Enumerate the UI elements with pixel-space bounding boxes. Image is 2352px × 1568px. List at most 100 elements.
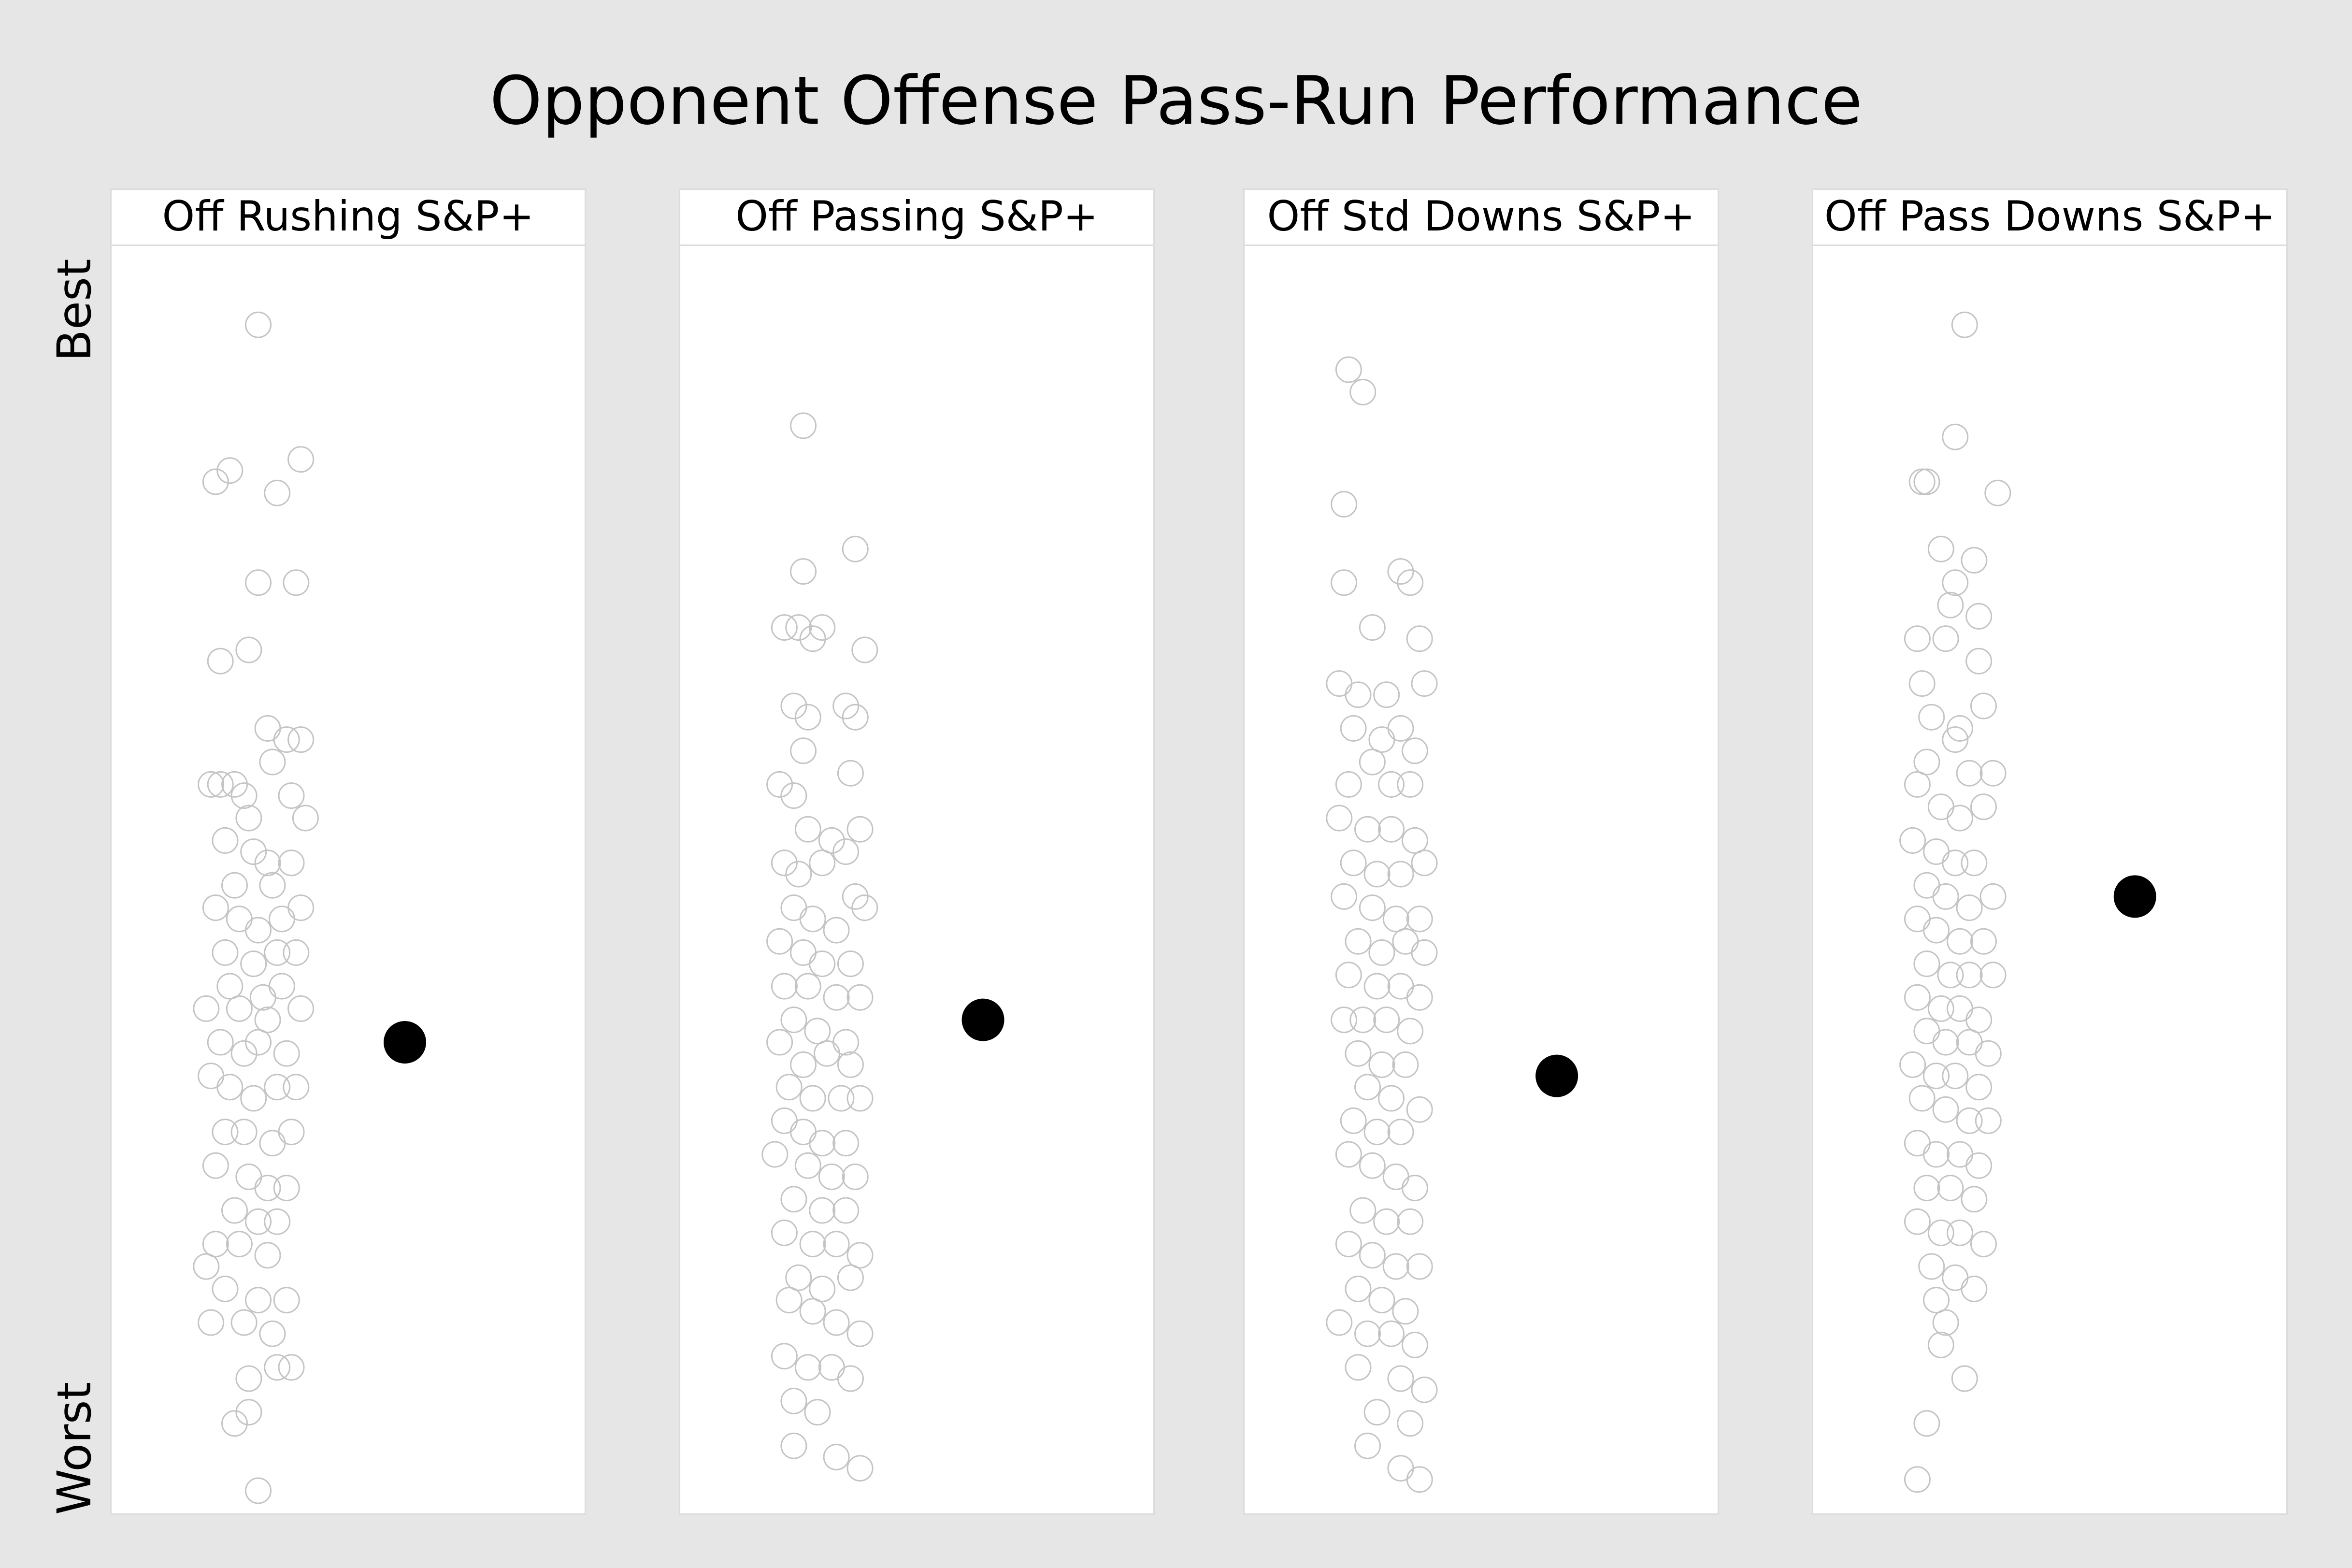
data-point (1970, 692, 1997, 719)
data-point (1401, 737, 1428, 764)
data-point (244, 569, 272, 596)
data-point (1335, 1231, 1362, 1258)
data-point (771, 973, 798, 1000)
data-point (221, 771, 248, 798)
data-point (846, 1242, 874, 1269)
data-point (1946, 1141, 1973, 1168)
data-point (1918, 704, 1945, 731)
data-point (1331, 490, 1358, 518)
y-axis-label-best: Best (47, 259, 101, 361)
data-point (235, 805, 262, 832)
data-point (804, 1399, 831, 1426)
data-point (785, 1264, 812, 1291)
data-point (1345, 1354, 1372, 1381)
data-point (254, 1242, 281, 1269)
data-point (259, 1320, 286, 1347)
data-point (1345, 928, 1372, 955)
data-point (780, 692, 807, 719)
data-point (1326, 805, 1353, 832)
data-point (1392, 1298, 1419, 1325)
data-point (1908, 1085, 1936, 1112)
data-point (1406, 906, 1433, 933)
data-point (216, 1074, 244, 1101)
data-point (799, 1085, 826, 1112)
data-point (1970, 1231, 1997, 1258)
data-point (1932, 625, 1959, 652)
data-point (1382, 906, 1409, 933)
data-point (766, 771, 793, 798)
data-point (1411, 1376, 1438, 1403)
data-point (1904, 625, 1931, 652)
data-point (1406, 1096, 1433, 1123)
data-point (1913, 748, 1940, 776)
data-point (818, 1354, 845, 1381)
data-point (1387, 1365, 1414, 1392)
data-point (240, 838, 267, 865)
data-point (193, 1253, 220, 1280)
data-point (1397, 569, 1424, 596)
data-point (1956, 760, 1983, 787)
data-point (823, 1443, 850, 1470)
data-point (766, 1029, 793, 1056)
data-point (259, 1130, 286, 1157)
panel-title: Off Std Downs S&P+ (1267, 192, 1695, 241)
data-point (1965, 1152, 1993, 1179)
data-point (1923, 917, 1950, 944)
highlight-point (1535, 1054, 1578, 1097)
data-point (1359, 894, 1386, 921)
data-point (226, 995, 253, 1022)
data-point (780, 782, 807, 809)
data-point (771, 614, 798, 641)
data-point (259, 872, 286, 899)
data-point (1387, 558, 1414, 585)
data-point (1359, 1152, 1386, 1179)
data-point (780, 894, 807, 921)
data-point (235, 636, 262, 663)
data-point (1956, 962, 1983, 989)
scatter-plot (1326, 356, 1578, 1493)
data-point (1359, 748, 1386, 776)
data-point (278, 1119, 305, 1146)
data-point (1946, 715, 1973, 742)
data-point (1377, 816, 1405, 843)
data-point (1363, 973, 1391, 1000)
data-point (794, 973, 821, 1000)
data-point (244, 1208, 272, 1235)
data-point (1373, 1208, 1400, 1235)
data-point (1956, 894, 1983, 921)
data-point (799, 906, 826, 933)
panel-header: Off Rushing S&P+ (112, 190, 585, 246)
data-point (823, 917, 850, 944)
data-point (1961, 849, 1988, 877)
data-point (794, 704, 821, 731)
data-point (1951, 1365, 1978, 1392)
data-point (1363, 861, 1391, 888)
data-point (1411, 849, 1438, 877)
data-point (818, 1163, 845, 1190)
data-point (780, 1186, 807, 1213)
data-point (775, 1287, 803, 1314)
data-point (1387, 715, 1414, 742)
data-point (1377, 771, 1405, 798)
data-point (1397, 771, 1424, 798)
data-point (1397, 1018, 1424, 1045)
data-point (254, 849, 281, 877)
data-point (198, 1309, 225, 1336)
data-point (1965, 603, 1993, 630)
data-point (1956, 1029, 1983, 1056)
data-point (1904, 1208, 1931, 1235)
data-point (244, 917, 272, 944)
highlight-point (961, 998, 1004, 1041)
data-point (278, 1354, 305, 1381)
data-point (790, 558, 817, 585)
data-point (1965, 1074, 1993, 1101)
data-point (1932, 1096, 1959, 1123)
data-point (794, 1354, 821, 1381)
chart-title: Opponent Offense Pass-Run Performance (489, 62, 1863, 140)
data-point (809, 1130, 836, 1157)
data-point (268, 973, 295, 1000)
data-point (240, 950, 267, 978)
data-point (771, 1343, 798, 1370)
data-point (785, 614, 812, 641)
data-point (1387, 1455, 1414, 1482)
